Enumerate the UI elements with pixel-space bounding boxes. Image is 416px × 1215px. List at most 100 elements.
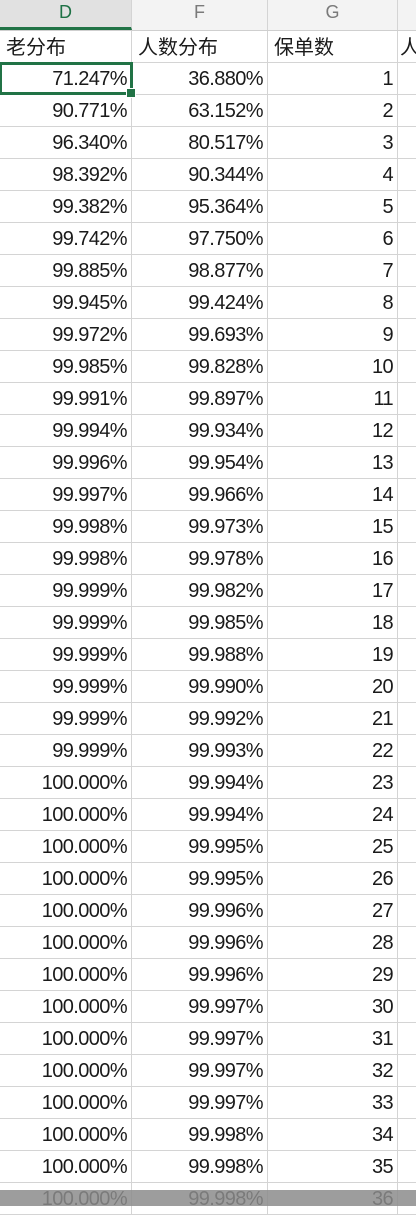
cell-f[interactable]: 99.993% (132, 735, 268, 766)
cell-d[interactable]: 99.998% (0, 511, 132, 542)
cell-g[interactable]: 10 (268, 351, 398, 382)
cell-h[interactable] (398, 767, 416, 798)
cell-d[interactable]: 99.945% (0, 287, 132, 318)
cell-h[interactable] (398, 63, 416, 94)
cell-h[interactable] (398, 415, 416, 446)
cell-h[interactable] (398, 543, 416, 574)
cell-h[interactable] (398, 927, 416, 958)
cell-d[interactable]: 100.000% (0, 767, 132, 798)
cell-h[interactable] (398, 703, 416, 734)
cell-g[interactable]: 19 (268, 639, 398, 670)
cell-f[interactable]: 80.517% (132, 127, 268, 158)
cell-f[interactable]: 36.880% (132, 63, 268, 94)
cell-d[interactable]: 99.999% (0, 703, 132, 734)
cell-h[interactable] (398, 255, 416, 286)
cell-f[interactable]: 63.152% (132, 95, 268, 126)
cell-f[interactable]: 99.966% (132, 479, 268, 510)
cell-f[interactable]: 99.995% (132, 863, 268, 894)
cell-d[interactable]: 100.000% (0, 1055, 132, 1086)
cell-d[interactable]: 100.000% (0, 1151, 132, 1182)
cell-f[interactable]: 99.996% (132, 959, 268, 990)
cell-h[interactable] (398, 959, 416, 990)
cell-h[interactable] (398, 511, 416, 542)
cell-g[interactable]: 8 (268, 287, 398, 318)
cell-f[interactable]: 99.934% (132, 415, 268, 446)
cell-f[interactable]: 99.693% (132, 319, 268, 350)
cell-d[interactable]: 100.000% (0, 799, 132, 830)
cell-f[interactable]: 99.992% (132, 703, 268, 734)
cell-g[interactable]: 27 (268, 895, 398, 926)
cell-h[interactable] (398, 159, 416, 190)
cell-d[interactable]: 99.998% (0, 543, 132, 574)
cell-f[interactable]: 99.982% (132, 575, 268, 606)
cell-f[interactable]: 99.997% (132, 1055, 268, 1086)
fill-handle[interactable] (126, 88, 136, 98)
cell-f[interactable]: 90.344% (132, 159, 268, 190)
cell-f[interactable]: 95.364% (132, 191, 268, 222)
cell-g[interactable]: 9 (268, 319, 398, 350)
header-cell-h[interactable]: 人 (400, 35, 416, 59)
cell-d[interactable]: 99.382% (0, 191, 132, 222)
cell-h[interactable] (398, 863, 416, 894)
cell-d[interactable]: 100.000% (0, 927, 132, 958)
cell-g[interactable]: 35 (268, 1151, 398, 1182)
cell-h[interactable] (398, 1151, 416, 1182)
cell-d[interactable]: 99.985% (0, 351, 132, 382)
column-header-h[interactable] (398, 0, 416, 30)
cell-f[interactable]: 99.997% (132, 1087, 268, 1118)
cell-g[interactable]: 5 (268, 191, 398, 222)
cell-f[interactable]: 99.998% (132, 1151, 268, 1182)
cell-d[interactable]: 100.000% (0, 863, 132, 894)
cell-d[interactable]: 100.000% (0, 1087, 132, 1118)
cell-d[interactable]: 100.000% (0, 1119, 132, 1150)
cell-g[interactable]: 16 (268, 543, 398, 574)
cell-d[interactable]: 99.997% (0, 479, 132, 510)
cell-f[interactable]: 99.828% (132, 351, 268, 382)
cell-f[interactable]: 99.996% (132, 895, 268, 926)
cell-g[interactable]: 3 (268, 127, 398, 158)
cell-d[interactable]: 99.999% (0, 575, 132, 606)
cell-d[interactable]: 100.000% (0, 959, 132, 990)
cell-d[interactable]: 99.999% (0, 607, 132, 638)
cell-h[interactable] (398, 479, 416, 510)
cell-f[interactable]: 99.988% (132, 639, 268, 670)
cell-h[interactable] (398, 895, 416, 926)
cell-g[interactable]: 24 (268, 799, 398, 830)
cell-f[interactable]: 99.978% (132, 543, 268, 574)
cell-d[interactable]: 100.000% (0, 991, 132, 1022)
cell-h[interactable] (398, 447, 416, 478)
cell-f[interactable]: 97.750% (132, 223, 268, 254)
cell-g[interactable]: 17 (268, 575, 398, 606)
cell-g[interactable]: 28 (268, 927, 398, 958)
cell-f[interactable]: 99.990% (132, 671, 268, 702)
cell-d[interactable]: 100.000% (0, 1023, 132, 1054)
cell-f[interactable]: 99.995% (132, 831, 268, 862)
cell-g[interactable]: 4 (268, 159, 398, 190)
cell-f[interactable]: 99.424% (132, 287, 268, 318)
cell-h[interactable] (398, 735, 416, 766)
cell-f[interactable]: 99.996% (132, 927, 268, 958)
cell-g[interactable]: 1 (268, 63, 398, 94)
cell-h[interactable] (398, 607, 416, 638)
cell-g[interactable]: 29 (268, 959, 398, 990)
cell-g[interactable]: 13 (268, 447, 398, 478)
cell-f[interactable]: 98.877% (132, 255, 268, 286)
cell-d[interactable]: 96.340% (0, 127, 132, 158)
cell-d[interactable]: 100.000% (0, 895, 132, 926)
cell-f[interactable]: 99.997% (132, 1023, 268, 1054)
cell-g[interactable]: 18 (268, 607, 398, 638)
cell-f[interactable]: 99.997% (132, 991, 268, 1022)
cell-g[interactable]: 12 (268, 415, 398, 446)
cell-g[interactable]: 6 (268, 223, 398, 254)
cell-f[interactable]: 99.994% (132, 767, 268, 798)
cell-h[interactable] (398, 991, 416, 1022)
horizontal-scrollbar[interactable] (0, 1190, 416, 1206)
cell-d[interactable]: 99.742% (0, 223, 132, 254)
cell-d[interactable]: 99.991% (0, 383, 132, 414)
cell-g[interactable]: 11 (268, 383, 398, 414)
cell-d[interactable]: 99.994% (0, 415, 132, 446)
column-header-d[interactable]: D (0, 0, 132, 30)
cell-g[interactable]: 20 (268, 671, 398, 702)
cell-g[interactable]: 30 (268, 991, 398, 1022)
cell-d[interactable]: 99.999% (0, 639, 132, 670)
